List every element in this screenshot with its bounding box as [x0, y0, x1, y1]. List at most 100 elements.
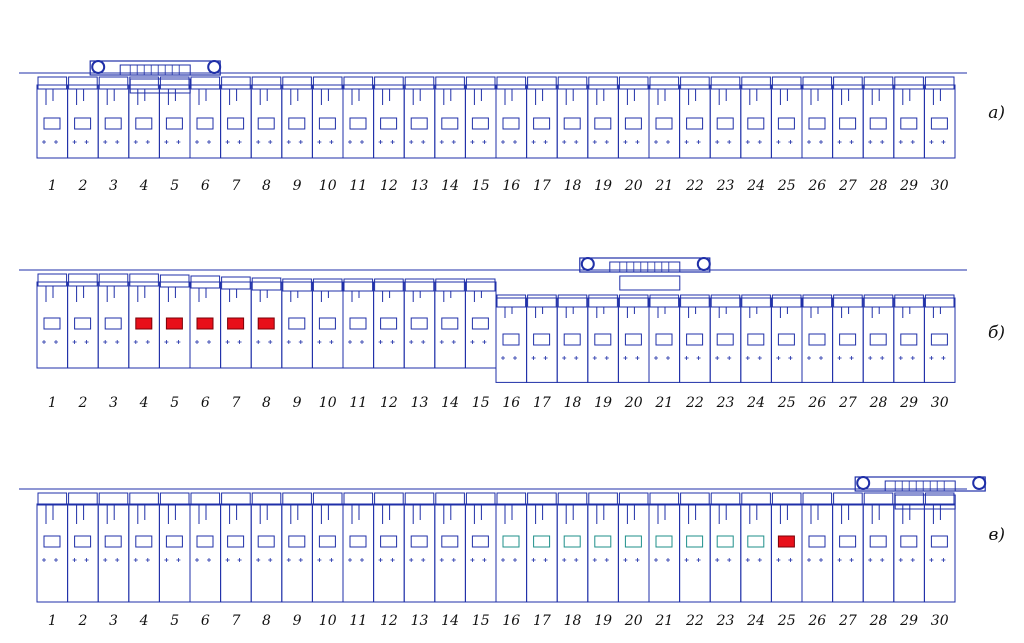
section-number: 20 — [624, 613, 643, 629]
control-window — [808, 333, 826, 346]
support-section — [158, 76, 191, 159]
cutting-drum — [856, 476, 871, 490]
control-window — [410, 317, 428, 330]
canopy — [37, 492, 68, 506]
canopy — [465, 278, 496, 292]
control-window — [777, 117, 795, 130]
section-number: 16 — [502, 178, 520, 194]
support-section — [526, 294, 558, 383]
section-number: 3 — [109, 613, 118, 629]
canopy — [771, 76, 802, 90]
support-section — [464, 76, 497, 159]
section-body — [495, 503, 528, 603]
shearer-icon — [579, 257, 711, 291]
canopy — [741, 492, 771, 506]
canopy — [251, 277, 282, 291]
canopy — [771, 294, 802, 308]
section-number: 18 — [564, 613, 582, 629]
section-number: 23 — [716, 613, 735, 629]
section-number: 6 — [201, 613, 210, 629]
section-number: 13 — [411, 178, 429, 194]
control-window — [318, 117, 336, 130]
control-window — [716, 333, 734, 346]
support-section — [801, 294, 834, 383]
support-section — [97, 492, 130, 603]
control-window — [900, 535, 918, 548]
control-window — [104, 117, 122, 130]
control-window — [349, 317, 367, 330]
section-number: 1 — [48, 395, 57, 411]
section-body — [311, 84, 344, 159]
canopy — [343, 492, 374, 506]
support-section — [740, 294, 772, 383]
section-number: 14 — [441, 395, 459, 411]
section-number: 7 — [231, 178, 240, 194]
section-body — [648, 297, 681, 383]
section-body — [97, 503, 130, 603]
section-number: 30 — [931, 613, 949, 629]
section-number: 29 — [899, 178, 918, 194]
section-body — [67, 281, 99, 369]
section-body — [893, 503, 925, 603]
section-number: 15 — [472, 395, 490, 411]
section-number: 4 — [139, 395, 149, 411]
canopy — [496, 76, 527, 90]
section-number: 25 — [777, 178, 796, 194]
section-number: 17 — [533, 178, 551, 194]
shifted-marker — [747, 535, 765, 548]
section-body — [403, 281, 436, 369]
support-section — [770, 492, 803, 603]
support-section — [464, 278, 497, 369]
control-window — [869, 535, 887, 548]
support-section — [36, 492, 69, 603]
section-number: 22 — [685, 178, 704, 194]
canopy — [343, 278, 374, 292]
advanced-marker — [165, 317, 183, 330]
section-number: 17 — [533, 395, 551, 411]
section-body — [923, 297, 956, 383]
section-body — [923, 84, 956, 159]
support-section — [648, 492, 681, 603]
canopy — [557, 294, 588, 308]
section-body — [648, 84, 681, 159]
canopy — [588, 294, 618, 308]
canopy — [374, 76, 404, 90]
section-number: 2 — [77, 178, 87, 194]
support-section — [464, 492, 497, 603]
cutting-drum — [580, 257, 595, 271]
canopy — [894, 294, 924, 308]
canopy — [680, 492, 710, 506]
canopy — [282, 76, 312, 90]
control-window — [380, 317, 398, 330]
support-section — [128, 273, 160, 369]
canopy — [588, 76, 618, 90]
section-number: 9 — [293, 613, 302, 629]
section-number: 12 — [380, 395, 398, 411]
control-window — [410, 117, 428, 130]
section-number: 11 — [349, 178, 367, 194]
canopy — [833, 76, 863, 90]
control-window — [502, 333, 520, 346]
section-number: 30 — [931, 178, 949, 194]
shifted-marker — [533, 535, 551, 548]
canopy — [649, 294, 680, 308]
support-section — [893, 294, 925, 383]
section-body — [220, 503, 252, 603]
canopy — [251, 76, 282, 90]
section-number: 10 — [319, 613, 337, 629]
section-number: 21 — [654, 178, 673, 194]
canopy — [710, 76, 741, 90]
canopy — [465, 76, 496, 90]
cutting-drum — [91, 60, 106, 74]
control-window — [471, 535, 489, 548]
shearer-motor — [119, 64, 191, 76]
section-body — [36, 503, 69, 603]
support-section — [495, 76, 528, 159]
section-body — [770, 84, 803, 159]
control-window — [43, 535, 61, 548]
support-section — [556, 76, 589, 159]
cutting-drum — [972, 476, 987, 490]
canopy — [618, 76, 649, 90]
control-window — [74, 117, 92, 130]
section-number: 19 — [594, 395, 612, 411]
